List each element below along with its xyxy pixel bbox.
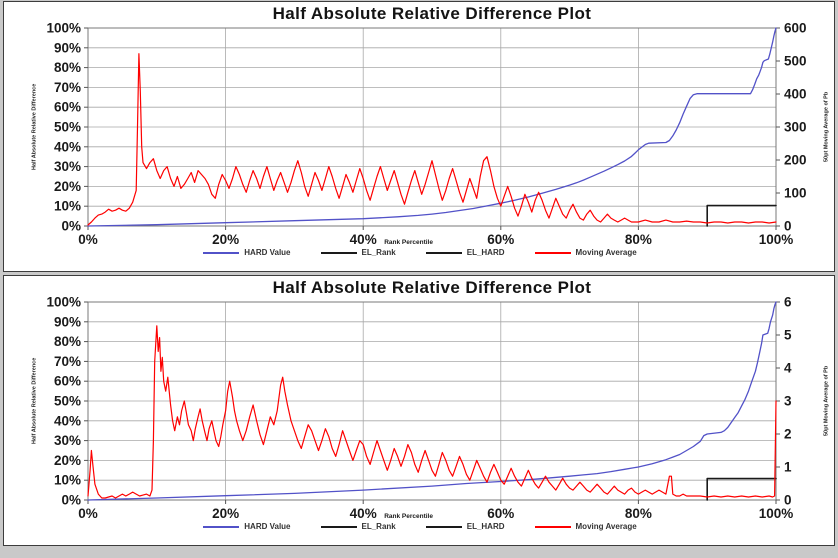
svg-text:500: 500 <box>784 54 807 69</box>
svg-text:20%: 20% <box>54 453 81 468</box>
legend-item-el-rank: EL_Rank <box>320 248 396 257</box>
svg-text:50%: 50% <box>54 120 81 135</box>
svg-text:80%: 80% <box>625 232 652 247</box>
el-rank-line-icon <box>320 251 357 254</box>
svg-text:0: 0 <box>784 493 792 508</box>
hard-value-line-icon <box>203 525 240 528</box>
legend-label: Moving Average <box>575 522 637 531</box>
svg-text:40%: 40% <box>350 232 377 247</box>
legend-label: Moving Average <box>575 248 637 257</box>
svg-text:70%: 70% <box>54 80 81 95</box>
svg-text:0%: 0% <box>61 493 81 508</box>
svg-text:400: 400 <box>784 87 807 102</box>
chart-title: Half Absolute Relative Difference Plot <box>272 4 592 23</box>
svg-text:60%: 60% <box>487 232 514 247</box>
svg-text:0%: 0% <box>61 219 81 234</box>
svg-text:90%: 90% <box>54 40 81 55</box>
chart-panel-bottom: Half Absolute Relative Difference Plot H… <box>3 275 835 546</box>
svg-text:10%: 10% <box>54 473 81 488</box>
el-hard-line-icon <box>425 525 462 528</box>
legend-label: EL_Rank <box>361 522 396 531</box>
plot-canvas: 0%10%20%30%40%50%60%70%80%90%100%0123456… <box>46 295 794 522</box>
svg-text:100%: 100% <box>759 232 794 247</box>
chart-legend: HARD Value EL_Rank EL_HARD Moving Averag… <box>4 522 836 531</box>
svg-text:60%: 60% <box>54 100 81 115</box>
svg-text:0%: 0% <box>78 506 98 521</box>
svg-text:Rank Percentile: Rank Percentile <box>384 513 433 520</box>
chart-legend: HARD Value EL_Rank EL_HARD Moving Averag… <box>4 248 836 257</box>
legend-label: EL_HARD <box>466 248 505 257</box>
svg-text:20%: 20% <box>54 179 81 194</box>
svg-text:60%: 60% <box>487 506 514 521</box>
svg-text:1: 1 <box>784 460 792 475</box>
legend-item-moving-average: Moving Average <box>534 248 637 257</box>
svg-text:100: 100 <box>784 186 807 201</box>
svg-text:100%: 100% <box>46 21 81 36</box>
svg-text:10%: 10% <box>54 199 81 214</box>
legend-item-hard-value: HARD Value <box>203 522 291 531</box>
svg-text:50%: 50% <box>54 394 81 409</box>
svg-text:30%: 30% <box>54 159 81 174</box>
svg-text:600: 600 <box>784 21 807 36</box>
legend-item-el-rank: EL_Rank <box>320 522 396 531</box>
svg-text:40%: 40% <box>54 413 81 428</box>
svg-text:4: 4 <box>784 361 792 376</box>
moving-average-line-icon <box>534 251 571 254</box>
legend-label: EL_HARD <box>466 522 505 531</box>
svg-text:80%: 80% <box>625 506 652 521</box>
svg-text:6: 6 <box>784 295 792 310</box>
legend-label: HARD Value <box>244 248 291 257</box>
plot-canvas: 0%10%20%30%40%50%60%70%80%90%100%0100200… <box>46 21 807 248</box>
el-hard-line-icon <box>425 251 462 254</box>
svg-text:20%: 20% <box>212 506 239 521</box>
legend-label: HARD Value <box>244 522 291 531</box>
chart-panel-top: Half Absolute Relative Difference Plot H… <box>3 1 835 272</box>
chart-title: Half Absolute Relative Difference Plot <box>272 278 592 297</box>
svg-text:100%: 100% <box>759 506 794 521</box>
svg-text:40%: 40% <box>350 506 377 521</box>
legend-item-hard-value: HARD Value <box>203 248 291 257</box>
svg-text:3: 3 <box>784 394 792 409</box>
svg-text:20%: 20% <box>212 232 239 247</box>
svg-text:300: 300 <box>784 120 807 135</box>
svg-text:40%: 40% <box>54 139 81 154</box>
legend-item-el-hard: EL_HARD <box>425 248 505 257</box>
svg-text:70%: 70% <box>54 354 81 369</box>
svg-text:5: 5 <box>784 328 792 343</box>
svg-text:30%: 30% <box>54 433 81 448</box>
svg-text:0: 0 <box>784 219 792 234</box>
svg-text:100%: 100% <box>46 295 81 310</box>
el-rank-line-icon <box>320 525 357 528</box>
moving-average-line-icon <box>534 525 571 528</box>
svg-text:200: 200 <box>784 153 807 168</box>
legend-item-el-hard: EL_HARD <box>425 522 505 531</box>
svg-text:Rank Percentile: Rank Percentile <box>384 239 433 246</box>
svg-text:60%: 60% <box>54 374 81 389</box>
svg-text:90%: 90% <box>54 314 81 329</box>
legend-label: EL_Rank <box>361 248 396 257</box>
svg-text:2: 2 <box>784 427 792 442</box>
svg-text:0%: 0% <box>78 232 98 247</box>
svg-text:80%: 80% <box>54 60 81 75</box>
svg-text:80%: 80% <box>54 334 81 349</box>
hard-value-line-icon <box>203 251 240 254</box>
legend-item-moving-average: Moving Average <box>534 522 637 531</box>
